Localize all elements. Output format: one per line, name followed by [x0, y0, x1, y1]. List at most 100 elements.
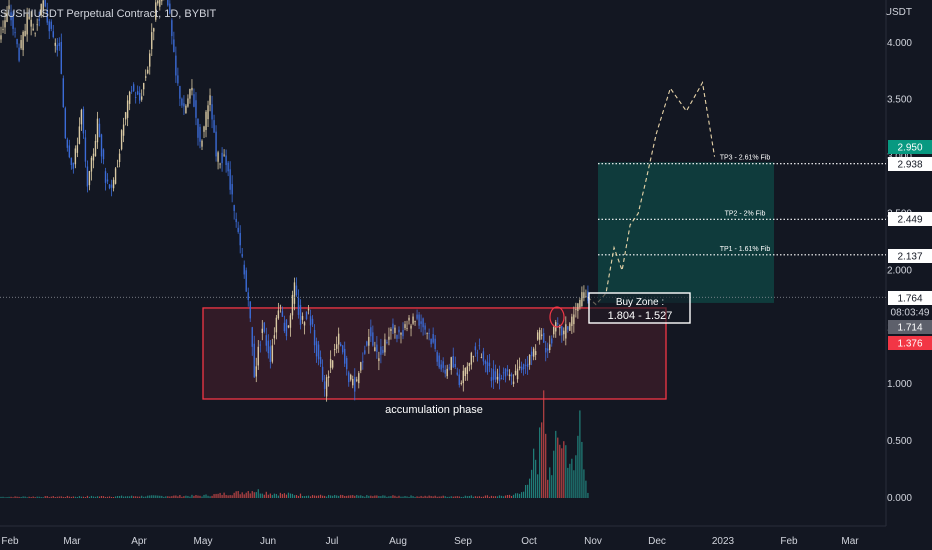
- price-tag-bg: [888, 320, 932, 334]
- volume-bar: [328, 494, 330, 498]
- candle-body: [167, 0, 169, 6]
- volume-bar: [396, 496, 398, 498]
- buy-zone-range: 1.804 - 1.527: [608, 310, 673, 322]
- volume-bar: [448, 496, 450, 498]
- candle-body: [516, 368, 519, 380]
- marker-circle: [549, 306, 565, 328]
- volume-bar: [559, 444, 561, 498]
- candle-body: [251, 327, 253, 347]
- candle-body: [12, 13, 14, 29]
- candle-body: [474, 346, 477, 351]
- volume-bar: [80, 496, 82, 498]
- candle-body: [243, 264, 245, 275]
- volume-bar: [364, 496, 366, 498]
- volume-bar: [62, 496, 64, 498]
- volume-bar: [358, 495, 360, 498]
- candle-body: [227, 162, 229, 172]
- volume-bar: [378, 495, 380, 498]
- candle-body: [400, 332, 402, 335]
- candle-body: [173, 39, 175, 52]
- volume-bar: [442, 495, 444, 498]
- candle-body: [149, 53, 151, 67]
- volume-bar: [251, 491, 253, 498]
- volume-bar: [388, 496, 390, 498]
- volume-bar: [311, 495, 314, 498]
- volume-bar: [547, 479, 549, 498]
- volume-bar: [523, 491, 525, 498]
- volume-bar: [197, 495, 199, 498]
- candle-body: [553, 326, 555, 335]
- volume-bar: [231, 495, 233, 498]
- volume-bar: [527, 484, 529, 498]
- volume-bar: [237, 490, 239, 498]
- volume-bar: [380, 496, 382, 498]
- candle-body: [279, 305, 282, 307]
- candle-body: [464, 367, 467, 376]
- volume-bar: [245, 492, 247, 498]
- volume-bar: [183, 496, 185, 498]
- candle-body: [185, 105, 187, 114]
- volume-bar: [352, 495, 354, 498]
- volume-bar: [482, 496, 484, 498]
- candle-body: [508, 374, 511, 377]
- volume-bar: [18, 496, 20, 498]
- candle-body: [215, 131, 217, 157]
- volume-bar: [263, 494, 265, 498]
- volume-bar: [428, 495, 430, 498]
- candle-body: [418, 314, 420, 326]
- candle-body: [390, 329, 392, 331]
- volume-bar: [315, 495, 318, 498]
- volume-bar: [64, 496, 66, 498]
- candle-body: [223, 154, 225, 156]
- volume-bar: [50, 496, 52, 498]
- volume-bar: [223, 492, 225, 498]
- volume-bar: [191, 494, 193, 498]
- volume-bar: [72, 496, 74, 498]
- candle-body: [344, 348, 346, 364]
- volume-bar: [110, 496, 113, 498]
- candle-body: [392, 323, 394, 329]
- volume-bar: [177, 496, 179, 498]
- candle-body: [189, 88, 191, 99]
- volume-bar: [557, 437, 559, 498]
- candle-body: [233, 205, 235, 211]
- candle-body: [494, 371, 497, 380]
- accumulation-label: accumulation phase: [385, 404, 483, 416]
- candle-body: [315, 341, 318, 357]
- x-tick-label: Dec: [648, 536, 666, 547]
- volume-bar: [102, 496, 105, 498]
- candle-body: [126, 100, 129, 118]
- candle-body: [543, 333, 545, 343]
- volume-bar: [402, 496, 404, 498]
- volume-bar: [10, 496, 12, 498]
- candle-body: [203, 126, 205, 132]
- volume-bar: [277, 495, 279, 498]
- candle-body: [303, 322, 306, 326]
- y-tick-label: 0.000: [887, 493, 912, 504]
- candle-body: [506, 369, 509, 372]
- volume-bar: [450, 496, 452, 498]
- candle-body: [54, 42, 56, 46]
- volume-bar: [114, 496, 117, 498]
- candle-body: [14, 32, 16, 34]
- volume-bar: [185, 495, 187, 498]
- candle-body: [124, 112, 127, 120]
- candle-body: [171, 20, 173, 37]
- volume-bar: [525, 485, 527, 498]
- candle-body: [301, 316, 304, 320]
- volume-bar: [58, 496, 60, 498]
- price-tag-text: 1.764: [897, 294, 922, 305]
- volume-bar: [533, 448, 535, 498]
- volume-bar: [215, 493, 217, 498]
- volume-bar: [573, 470, 575, 498]
- candle-body: [484, 360, 487, 364]
- candle-body: [540, 334, 543, 336]
- volume-bar: [165, 496, 167, 498]
- volume-bar: [338, 495, 340, 498]
- volume-bar: [171, 496, 173, 498]
- volume-bar: [488, 496, 491, 498]
- volume-bar: [125, 496, 127, 498]
- candle-body: [213, 120, 215, 133]
- volume-bar: [48, 497, 50, 498]
